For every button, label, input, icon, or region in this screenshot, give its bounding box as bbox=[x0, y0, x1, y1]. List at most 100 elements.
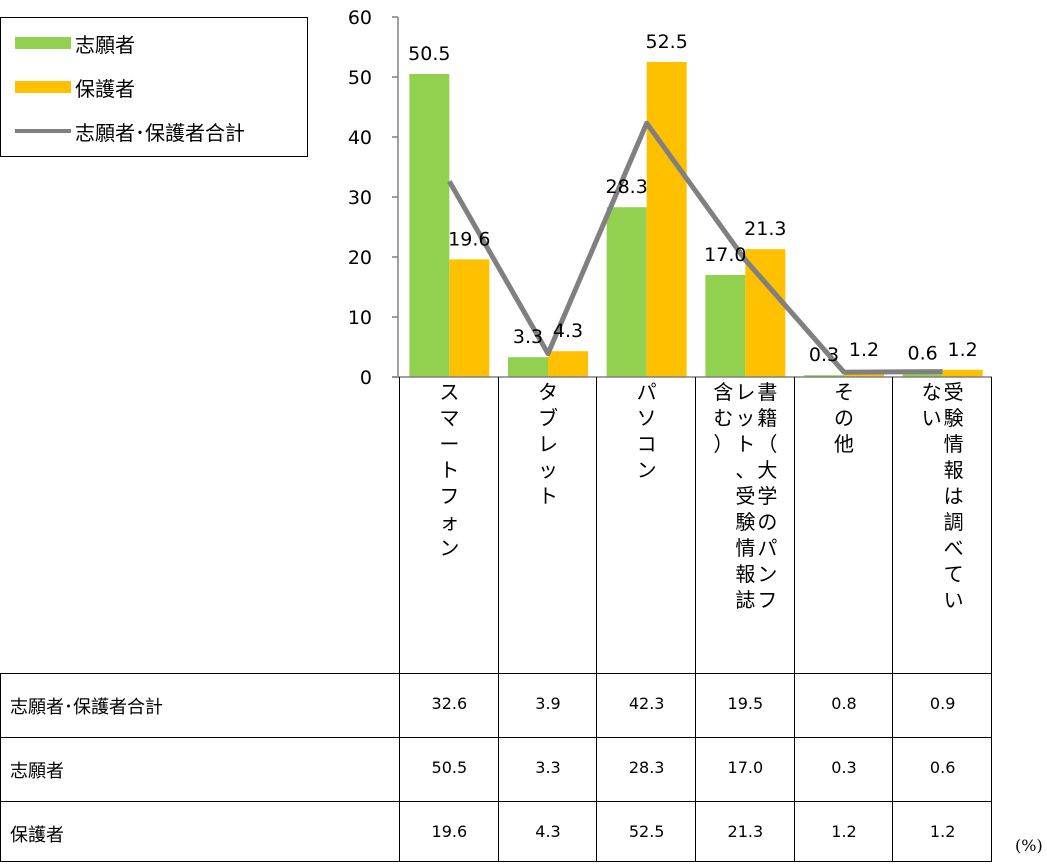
legend-item-guardian: 保護者 bbox=[15, 72, 135, 102]
category-label-char: て bbox=[943, 562, 964, 586]
y-tick-label: 30 bbox=[348, 187, 372, 209]
category-label-column: スマートフォン bbox=[438, 379, 460, 673]
line-total bbox=[447, 120, 943, 375]
table-cell: 1.2 bbox=[929, 822, 956, 841]
data-label-guardian: 1.2 bbox=[948, 339, 978, 361]
table-cell: 42.3 bbox=[628, 694, 665, 713]
category-label-char: コ bbox=[636, 432, 657, 456]
category-label-char: ト bbox=[537, 484, 558, 508]
bar-guardian bbox=[942, 369, 983, 377]
bar-applicant bbox=[508, 357, 548, 377]
category-label-char: 験 bbox=[735, 510, 756, 534]
category-label: その他 bbox=[795, 377, 894, 673]
unit-label: (%) bbox=[1015, 836, 1043, 855]
data-label-applicant: 50.5 bbox=[408, 43, 450, 65]
table-cell: 0.3 bbox=[831, 758, 857, 777]
category-label-char: （ bbox=[757, 432, 778, 456]
category-label-char: ） bbox=[713, 432, 734, 456]
table-hline bbox=[0, 673, 992, 674]
data-label-guardian: 52.5 bbox=[646, 31, 688, 53]
bar-guardian bbox=[646, 62, 687, 377]
category-label-char: の bbox=[833, 406, 854, 430]
category-label: パソコン bbox=[597, 377, 696, 673]
table-cell: 19.5 bbox=[727, 694, 764, 713]
table-vline bbox=[991, 377, 992, 861]
table-vline bbox=[793, 377, 795, 861]
table-vline bbox=[497, 377, 499, 861]
category-label-char: 報 bbox=[735, 562, 756, 586]
bar-applicant bbox=[409, 74, 450, 377]
category-label-char: ォ bbox=[439, 510, 460, 534]
table-cell: 0.6 bbox=[929, 758, 956, 777]
category-label-char: 報 bbox=[943, 458, 964, 482]
legend-item-total: 志願者･保護者合計 bbox=[15, 116, 245, 146]
category-label-column: 書籍（大学のパンフ bbox=[756, 379, 778, 673]
category-label-char: フ bbox=[439, 484, 460, 508]
category-label-column: タブレット bbox=[537, 379, 559, 673]
category-label: 書籍（大学のパンフレット、受験情報誌含む） bbox=[696, 377, 795, 673]
data-label-guardian: 1.2 bbox=[849, 339, 879, 361]
table-cell: 3.3 bbox=[535, 758, 561, 777]
table-hline bbox=[0, 801, 992, 802]
data-label-applicant: 28.3 bbox=[606, 176, 648, 198]
category-label-column: その他 bbox=[833, 379, 855, 673]
table-vline bbox=[399, 377, 400, 861]
category-label-char: レ bbox=[537, 432, 558, 456]
table-cell: 3.9 bbox=[535, 694, 561, 713]
table-cell: 50.5 bbox=[431, 758, 468, 777]
category-label-char: べ bbox=[943, 536, 964, 560]
category-label-char: ト bbox=[439, 458, 460, 482]
category-label-char: な bbox=[921, 380, 942, 404]
y-tick-label: 40 bbox=[348, 127, 372, 149]
y-tick-label: 10 bbox=[348, 307, 372, 329]
category-label-char: 学 bbox=[757, 484, 778, 508]
table-cell: 17.0 bbox=[727, 758, 764, 777]
category-label-column: 含む） bbox=[712, 379, 734, 673]
category-label-char: ッ bbox=[537, 458, 558, 482]
data-label-applicant: 3.3 bbox=[513, 326, 543, 348]
legend-swatch-total bbox=[15, 129, 71, 133]
table-vline bbox=[892, 377, 894, 861]
bar-applicant bbox=[606, 207, 647, 377]
category-label-char: ン bbox=[757, 562, 778, 586]
category-label-char: ン bbox=[636, 458, 657, 482]
category-label-char: ッ bbox=[735, 406, 756, 430]
category-label-char: は bbox=[943, 484, 964, 508]
category-label: 受験情報は調べていない bbox=[893, 377, 992, 673]
category-label-char: ー bbox=[439, 432, 460, 456]
category-label: スマートフォン bbox=[400, 377, 499, 673]
table-cell: 52.5 bbox=[628, 822, 665, 841]
bar-applicant bbox=[902, 373, 943, 377]
table-cell: 0.9 bbox=[929, 694, 956, 713]
table-row-label: 保護者 bbox=[10, 825, 64, 846]
legend-label-guardian: 保護者 bbox=[75, 76, 135, 101]
legend-swatch-guardian bbox=[15, 81, 71, 93]
table-row-label: 志願者･保護者合計 bbox=[10, 697, 163, 718]
category-label-char: ブ bbox=[537, 406, 558, 430]
data-label-applicant: 0.6 bbox=[908, 342, 938, 364]
y-tick-label: 0 bbox=[360, 367, 372, 389]
table-hline bbox=[0, 737, 992, 738]
category-label-char: い bbox=[943, 588, 964, 612]
legend-swatch-applicant bbox=[15, 37, 71, 49]
category-label-column: ない bbox=[921, 379, 943, 673]
category-label: タブレット bbox=[499, 377, 598, 673]
table-cell: 21.3 bbox=[727, 822, 764, 841]
legend-item-applicant: 志願者 bbox=[15, 28, 135, 58]
category-label-char: レ bbox=[735, 380, 756, 404]
table-cell: 19.6 bbox=[431, 822, 468, 841]
table-hline bbox=[0, 861, 992, 862]
table-cell: 28.3 bbox=[628, 758, 665, 777]
category-label-char: パ bbox=[757, 536, 778, 560]
table-cell: 0.8 bbox=[831, 694, 857, 713]
category-label-column: 受験情報は調べてい bbox=[943, 379, 965, 673]
bar-guardian bbox=[548, 351, 588, 377]
table-vline bbox=[0, 673, 1, 861]
category-label-char: 受 bbox=[735, 484, 756, 508]
category-label-char: 、 bbox=[735, 458, 756, 482]
category-label-char: ス bbox=[439, 380, 460, 404]
category-label-char: ン bbox=[439, 536, 460, 560]
category-label-char: フ bbox=[757, 588, 778, 612]
category-label-char: 大 bbox=[757, 458, 778, 482]
